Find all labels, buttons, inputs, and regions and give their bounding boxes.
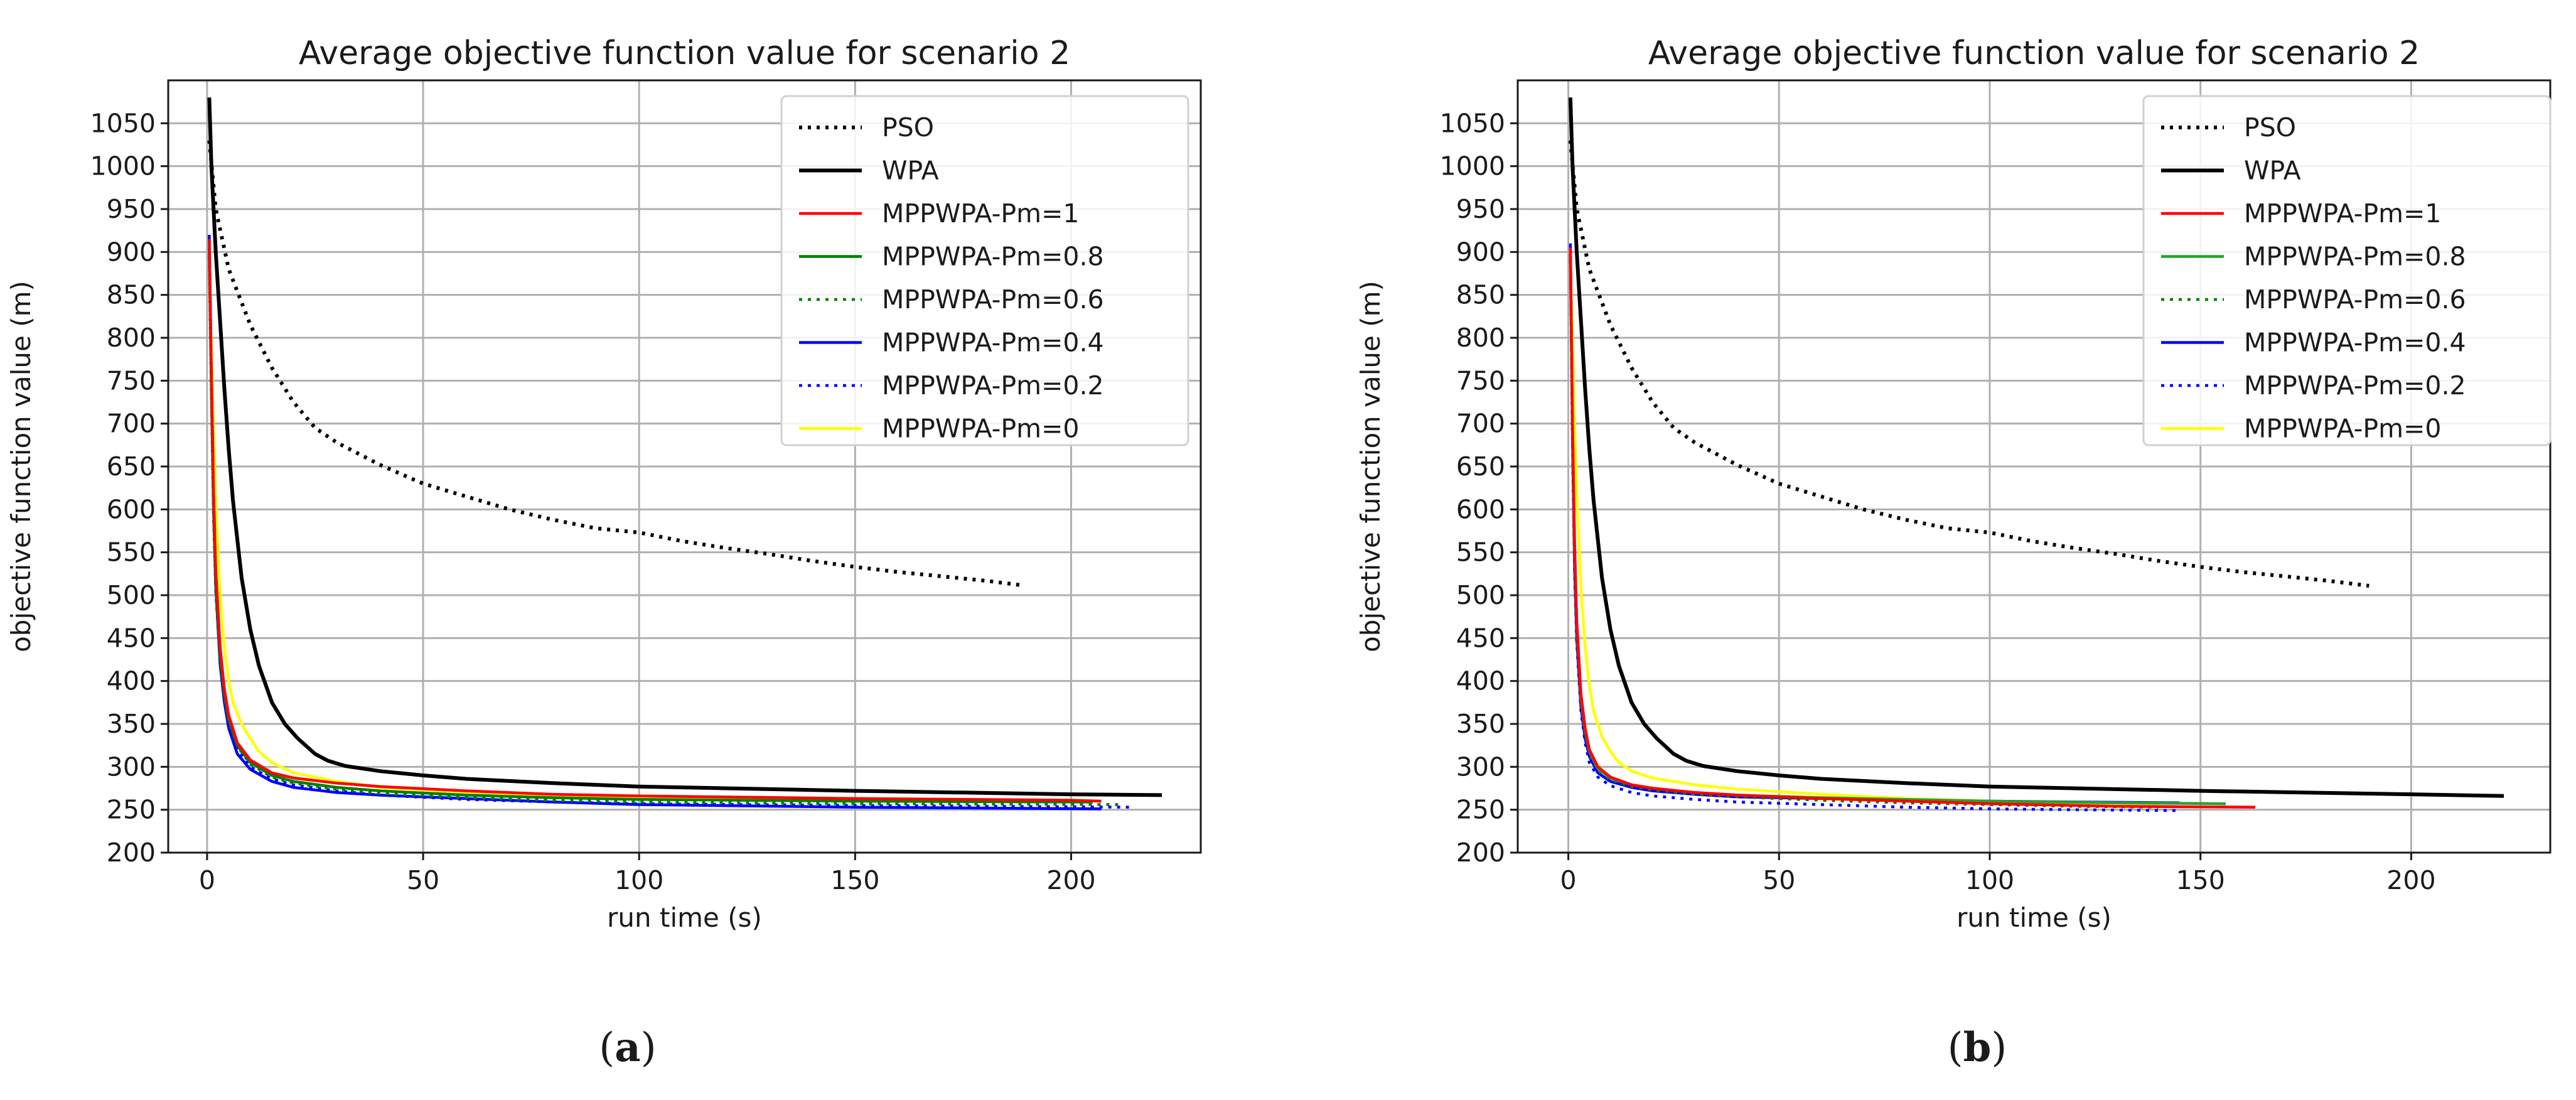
y-tick-label: 1050 — [90, 108, 156, 138]
x-axis-label: run time (s) — [1956, 902, 2112, 933]
x-tick-label: 200 — [2386, 865, 2435, 895]
y-tick-label: 250 — [107, 795, 156, 825]
series-line-mppwpa-pm-1 — [1569, 247, 2256, 809]
y-tick-label: 750 — [107, 365, 156, 396]
y-tick-label: 950 — [1456, 194, 1505, 224]
y-tick-label: 200 — [107, 838, 156, 868]
y-tick-label: 500 — [1456, 580, 1505, 610]
y-tick-label: 850 — [1456, 280, 1505, 310]
y-tick-label: 550 — [107, 537, 156, 568]
x-tick-label: 100 — [1965, 865, 2014, 895]
y-axis-label: objective function value (m) — [6, 281, 36, 652]
y-tick-label: 550 — [1456, 537, 1505, 568]
x-tick-label: 200 — [1046, 865, 1095, 895]
chart-title: Average objective function value for sce… — [1648, 35, 2420, 72]
caption-close: ) — [1991, 1025, 2007, 1071]
y-tick-label: 900 — [107, 237, 156, 267]
legend-label: MPPWPA-Pm=0.6 — [882, 284, 1104, 315]
caption-letter: a — [614, 1024, 640, 1071]
series-line-pso — [207, 140, 1020, 587]
y-tick-label: 300 — [1456, 752, 1505, 782]
y-axis-label: objective function value (m) — [1355, 281, 1386, 652]
legend-label: MPPWPA-Pm=1 — [882, 198, 1080, 229]
x-tick-label: 150 — [2176, 865, 2225, 895]
legend-label: MPPWPA-Pm=0.2 — [2244, 370, 2466, 401]
y-tick-label: 500 — [107, 580, 156, 610]
legend-label: MPPWPA-Pm=0 — [882, 414, 1080, 444]
legend-box — [2142, 95, 2552, 446]
legend-label: MPPWPA-Pm=1 — [2244, 198, 2442, 229]
caption-letter: b — [1963, 1024, 1992, 1071]
y-tick-label: 750 — [1456, 365, 1505, 396]
y-tick-label: 400 — [1456, 666, 1505, 696]
legend-label: MPPWPA-Pm=0 — [2244, 414, 2442, 444]
x-tick-label: 0 — [199, 865, 215, 895]
legend: PSO WPA MPPWPA-Pm=1 MPPWPA-Pm=0.8 MPPWPA-Pm=… — [2142, 95, 2552, 446]
y-tick-label: 950 — [107, 194, 156, 224]
caption-open: ( — [599, 1025, 614, 1071]
legend-label: WPA — [882, 156, 939, 186]
legend-label: MPPWPA-Pm=0.4 — [2244, 328, 2466, 358]
y-tick-label: 200 — [1456, 838, 1505, 868]
series-line-wpa — [207, 97, 1162, 797]
series-line-mppwpa-pm-1 — [208, 239, 1102, 803]
caption-close: ) — [641, 1025, 657, 1071]
x-tick-label: 50 — [407, 865, 439, 895]
y-tick-label: 450 — [1456, 623, 1505, 653]
chart-title: Average objective function value for sce… — [299, 35, 1070, 72]
y-tick-label: 450 — [107, 623, 156, 653]
series-line-wpa — [1568, 97, 2504, 798]
y-tick-label: 250 — [1456, 795, 1505, 825]
legend: PSO WPA MPPWPA-Pm=1 MPPWPA-Pm=0.8 MPPWPA-Pm=… — [780, 95, 1189, 446]
y-tick-label: 600 — [1456, 494, 1505, 524]
legend-label: MPPWPA-Pm=0.6 — [2244, 284, 2466, 315]
y-tick-label: 700 — [1456, 409, 1505, 439]
y-tick-label: 600 — [107, 494, 156, 524]
y-tick-label: 800 — [107, 323, 156, 353]
legend-label: MPPWPA-Pm=0.2 — [882, 370, 1104, 401]
legend-label: PSO — [882, 112, 934, 143]
y-tick-label: 650 — [1456, 451, 1505, 482]
y-tick-label: 700 — [107, 409, 156, 439]
x-tick-label: 100 — [614, 865, 663, 895]
legend-label: WPA — [2244, 156, 2301, 186]
x-tick-label: 150 — [830, 865, 879, 895]
y-tick-label: 350 — [1456, 709, 1505, 739]
y-tick-label: 400 — [107, 666, 156, 696]
y-tick-label: 650 — [107, 451, 156, 482]
legend-label: MPPWPA-Pm=0.4 — [882, 328, 1104, 358]
legend-label: PSO — [2244, 112, 2296, 143]
chart-panel-a: 0 50 100 150 200 200 250 300 350 400 450 500 550 600 6… — [6, 35, 1202, 1071]
legend-box — [780, 95, 1189, 446]
y-tick-label: 300 — [107, 752, 156, 782]
y-tick-label: 800 — [1456, 323, 1505, 353]
chart-panel-b: 0 50 100 150 200 200 250 300 350 400 450 500 550 600 6… — [1355, 35, 2552, 1071]
y-tick-label: 900 — [1456, 237, 1505, 267]
series-line-pso — [1568, 140, 2369, 588]
legend-label: MPPWPA-Pm=0.8 — [882, 242, 1104, 272]
y-tick-label: 850 — [107, 280, 156, 310]
x-tick-label: 0 — [1560, 865, 1577, 895]
x-tick-label: 50 — [1763, 865, 1795, 895]
y-tick-label: 1000 — [1440, 151, 1505, 181]
series-line-mppwpa-pm-0-2 — [208, 256, 1132, 809]
panel-caption: (a) — [599, 1024, 656, 1071]
legend-label: MPPWPA-Pm=0.8 — [2244, 242, 2466, 272]
y-tick-label: 1000 — [90, 151, 156, 181]
x-axis-label: run time (s) — [607, 902, 762, 933]
caption-open: ( — [1948, 1025, 1963, 1071]
y-tick-label: 350 — [107, 709, 156, 739]
y-tick-label: 1050 — [1440, 108, 1505, 138]
panel-caption: (b) — [1948, 1024, 2007, 1071]
